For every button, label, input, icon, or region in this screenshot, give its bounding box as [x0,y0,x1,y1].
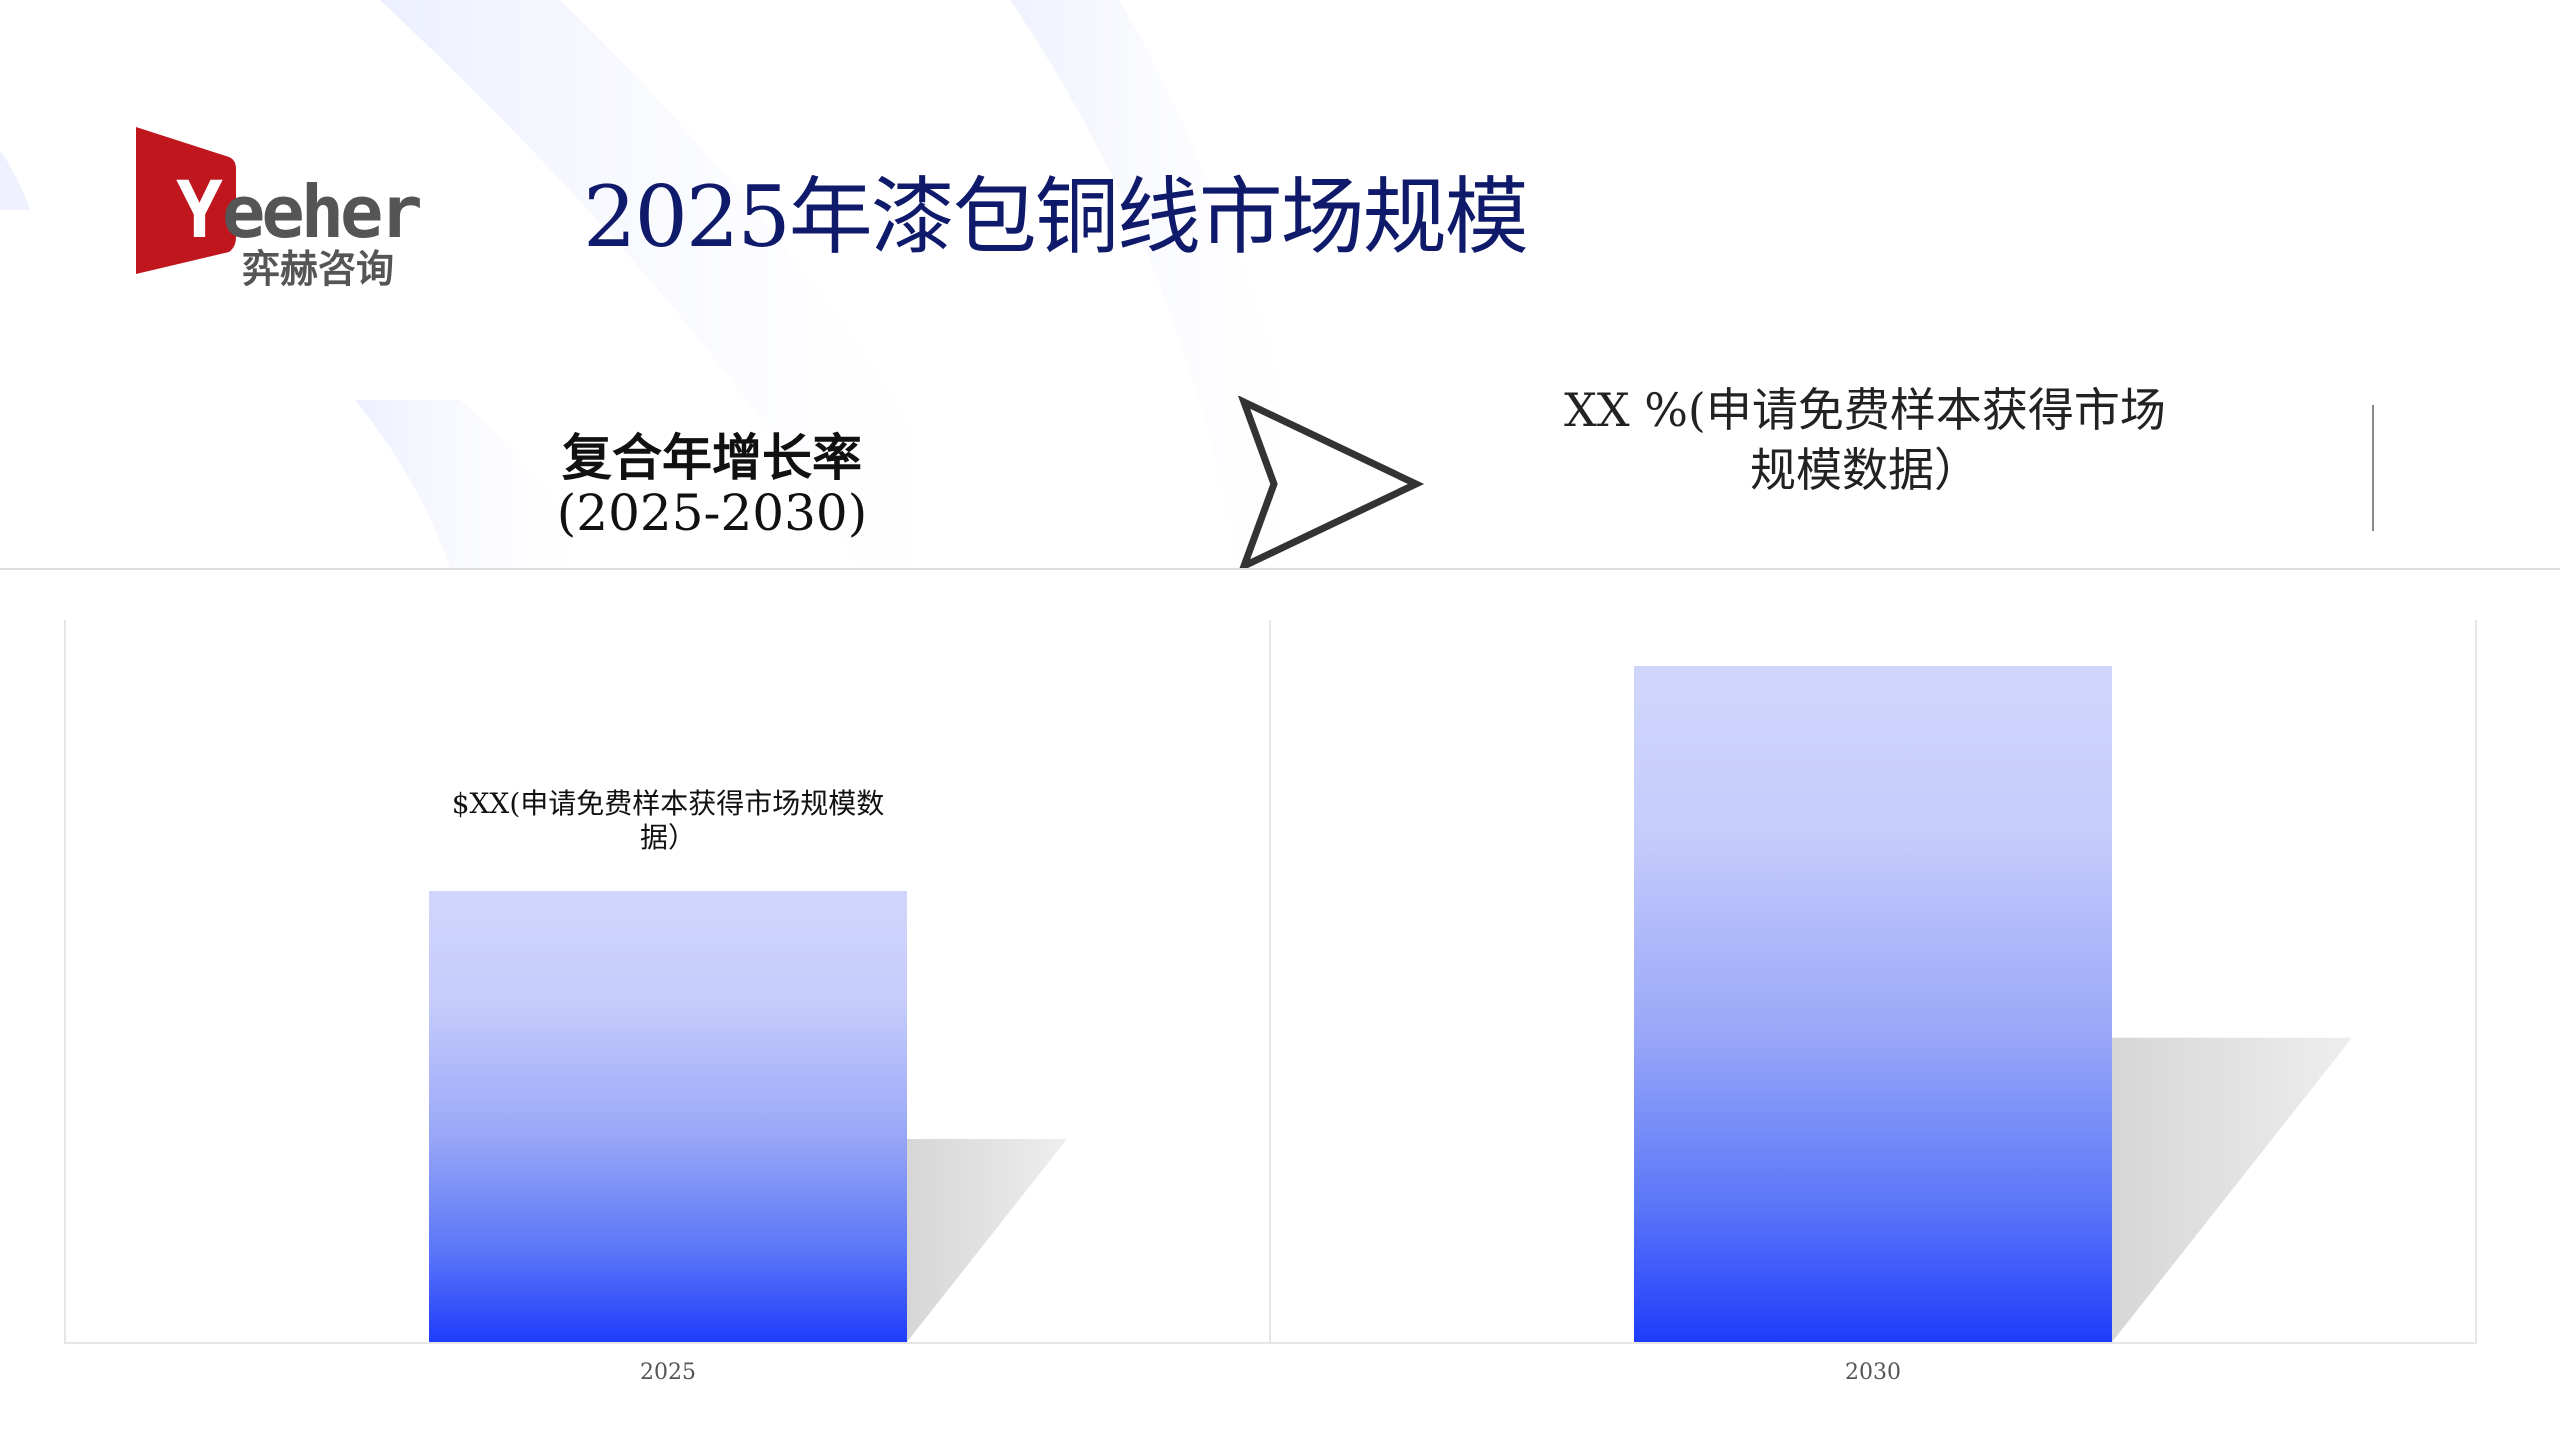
bar-shadow [2112,1037,2352,1342]
bar-shadow [907,1139,1067,1342]
cagr-value: XX %(申请免费样本获得市场规模数据） [1564,383,2166,497]
svg-text:弈赫咨询: 弈赫咨询 [242,247,394,291]
cagr-label: 复合年增长率 [562,428,862,487]
x-tick-label: 2025 [640,1360,696,1385]
x-axis [64,1342,2477,1344]
page-title: 2025年漆包铜线市场规模 [583,168,1529,266]
chart-right-border [2475,620,2477,1342]
x-tick-label: 2030 [1845,1360,1901,1385]
bar-data-label: $XX(申请免费样本获得市场规模数据） [451,787,885,855]
chart-divider [1269,620,1271,1342]
yeeher-logo: Y eeher 弈赫咨询 [134,127,464,297]
svg-text:Y: Y [176,166,223,256]
chart-left-border [64,620,66,1342]
cagr-period: (2025-2030) [556,484,868,542]
bar-2030 [1634,666,2112,1342]
svg-text:eeher: eeher [222,170,420,254]
chevron-right-arrow-icon [1238,396,1425,572]
divider-line [2372,405,2374,531]
bar-2025 [429,891,907,1342]
